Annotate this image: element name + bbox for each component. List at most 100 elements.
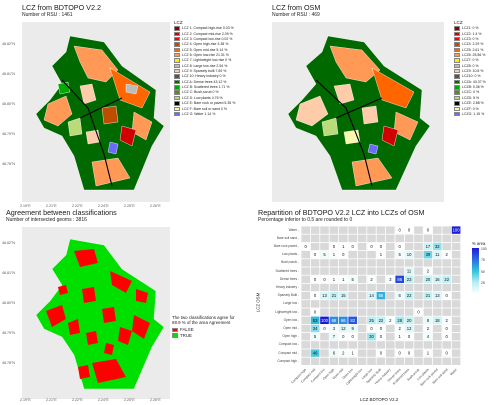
heatmap-value-label: 8	[427, 318, 430, 323]
matrix-subtitle: Percentage inferior to 0.5 are rounded t…	[258, 217, 353, 223]
heatmap-y-tick-label: Open mid -	[283, 326, 299, 330]
bdtopo-legend-item: LCZ 10: Heavy industry 0 %	[174, 74, 250, 79]
heatmap-empty-cell	[301, 226, 310, 234]
heatmap-empty-cell	[442, 341, 451, 349]
heatmap-cell	[329, 324, 339, 333]
osm-legend-swatch	[454, 53, 460, 58]
osm-legend-item: LCZ7: 0 %	[454, 58, 500, 63]
heatmap-empty-cell	[301, 308, 310, 316]
heatmap-cell	[404, 316, 414, 324]
heatmap-empty-cell	[357, 324, 367, 333]
heatmap-cell	[395, 349, 404, 357]
bdtopo-legend-item: LCZ 8: Large low-rise 2.54 %	[174, 63, 250, 69]
heatmap-cell	[395, 242, 404, 251]
heatmap-value-label: 2	[389, 318, 392, 323]
heatmap-cell	[376, 251, 386, 259]
heatmap-empty-cell	[301, 283, 310, 292]
heatmap-cell	[395, 316, 404, 324]
heatmap-y-tick-label: Open low -	[283, 317, 299, 322]
osm-legend-swatch	[454, 26, 460, 31]
heatmap-value-label: 0	[380, 351, 383, 356]
heatmap-empty-cell	[320, 234, 329, 242]
heatmap-empty-cell	[386, 292, 395, 300]
colorbar: % area 100 75 50 25	[472, 241, 500, 301]
agreement-xtick-3: 2.24°E	[98, 398, 109, 402]
heatmap-value-label: 0	[370, 244, 373, 249]
heatmap-value-label: 0	[314, 293, 317, 298]
bdtopo-legend-swatch	[174, 53, 180, 58]
heatmap-value-label: 20	[407, 318, 412, 323]
osm-legend-swatch	[454, 106, 460, 111]
matrix-title: Repartition of BDTOPO V2.2 LCZ into LCZs…	[258, 208, 425, 217]
bdtopo-legend-label: LCZ 3: Compact low-rise 0.02 %	[182, 37, 233, 42]
bdtopo-legend-swatch	[174, 26, 180, 31]
bdtopo-legend-swatch	[174, 37, 180, 42]
heatmap-empty-cell	[386, 242, 395, 251]
heatmap-cell	[433, 242, 442, 251]
agreement-xtick-5: 2.26°E	[150, 398, 161, 402]
heatmap-empty-cell	[339, 341, 348, 349]
bdtopo-legend-label: LCZ E: Bare rock or paved 5.35 %	[182, 101, 236, 106]
osm-legend-label: LCZ8: 0 %	[462, 63, 479, 68]
heatmap-empty-cell	[423, 234, 433, 242]
heatmap-cell	[376, 242, 386, 251]
heatmap-cell	[348, 242, 357, 251]
heatmap-empty-cell	[414, 267, 423, 275]
bdtopo-subtitle: Number of RSU : 1461	[22, 12, 73, 18]
agreement-ytick-3: 48.79°N	[2, 331, 16, 335]
heatmap-cell	[442, 275, 451, 283]
heatmap-empty-cell	[386, 300, 395, 308]
bdtopo-legend-item: LCZ C: Bush,scrub 0 %	[174, 90, 250, 95]
heatmap-empty-cell	[414, 275, 423, 283]
agreement-note-line1: The two classifications agree for	[172, 315, 235, 320]
heatmap-empty-cell	[451, 333, 461, 341]
heatmap-empty-cell	[442, 226, 451, 234]
bdtopo-xtick-1: 2.21°E	[46, 204, 57, 208]
osm-legend-label: LCZ5: 2.61 %	[462, 47, 484, 52]
osm-legend-label: LCZ7: 0 %	[462, 58, 479, 63]
heatmap-empty-cell	[367, 357, 376, 365]
heatmap-empty-cell	[348, 308, 357, 316]
heatmap-value-label: 0	[352, 334, 355, 339]
heatmap-empty-cell	[320, 267, 329, 275]
heatmap-empty-cell	[310, 234, 320, 242]
heatmap-value-label: 30	[369, 334, 374, 339]
heatmap-empty-cell	[301, 333, 310, 341]
bdtopo-legend-label: LCZ 9: Sparsely built 7.69 %	[182, 69, 227, 74]
heatmap-empty-cell	[301, 349, 310, 357]
heatmap-y-tick-label: Water -	[288, 227, 299, 232]
heatmap-value-label: 21	[332, 293, 337, 298]
heatmap-empty-cell	[395, 300, 404, 308]
heatmap-value-label: 12	[407, 326, 412, 331]
heatmap-cell	[423, 275, 433, 283]
heatmap-empty-cell	[433, 333, 442, 341]
heatmap-empty-cell	[451, 357, 461, 365]
heatmap-cell	[376, 292, 386, 300]
heatmap-value-label: 0	[446, 326, 449, 331]
osm-legend-label: LCZD: 5 %	[462, 95, 480, 100]
heatmap-empty-cell	[348, 341, 357, 349]
heatmap-value-label: 82	[350, 318, 355, 323]
heatmap-y-tick-label: Dense trees -	[279, 276, 299, 281]
heatmap-empty-cell	[433, 226, 442, 234]
heatmap-value-label: 2	[427, 326, 430, 331]
osm-map-svg	[287, 35, 431, 191]
osm-legend-label: LCZ9: 10.8 %	[462, 69, 484, 74]
false-swatch	[172, 328, 178, 333]
heatmap-empty-cell	[423, 283, 433, 292]
heatmap-value-label: 34	[313, 326, 318, 331]
bdtopo-legend-item: LCZ G: Water 1.14 %	[174, 111, 250, 117]
heatmap-value-label: 46	[313, 351, 318, 356]
heatmap-empty-cell	[357, 275, 367, 283]
heatmap-empty-cell	[339, 259, 348, 267]
heatmap-cell	[310, 292, 320, 300]
heatmap-empty-cell	[357, 283, 367, 292]
heatmap-empty-cell	[386, 259, 395, 267]
heatmap-empty-cell	[329, 341, 339, 349]
heatmap-cell	[423, 267, 433, 275]
osm-title: LCZ from OSM	[272, 3, 321, 12]
heatmap-empty-cell	[442, 283, 451, 292]
bdtopo-map-svg	[35, 35, 165, 191]
heatmap-empty-cell	[310, 226, 320, 234]
heatmap-empty-cell	[414, 242, 423, 251]
